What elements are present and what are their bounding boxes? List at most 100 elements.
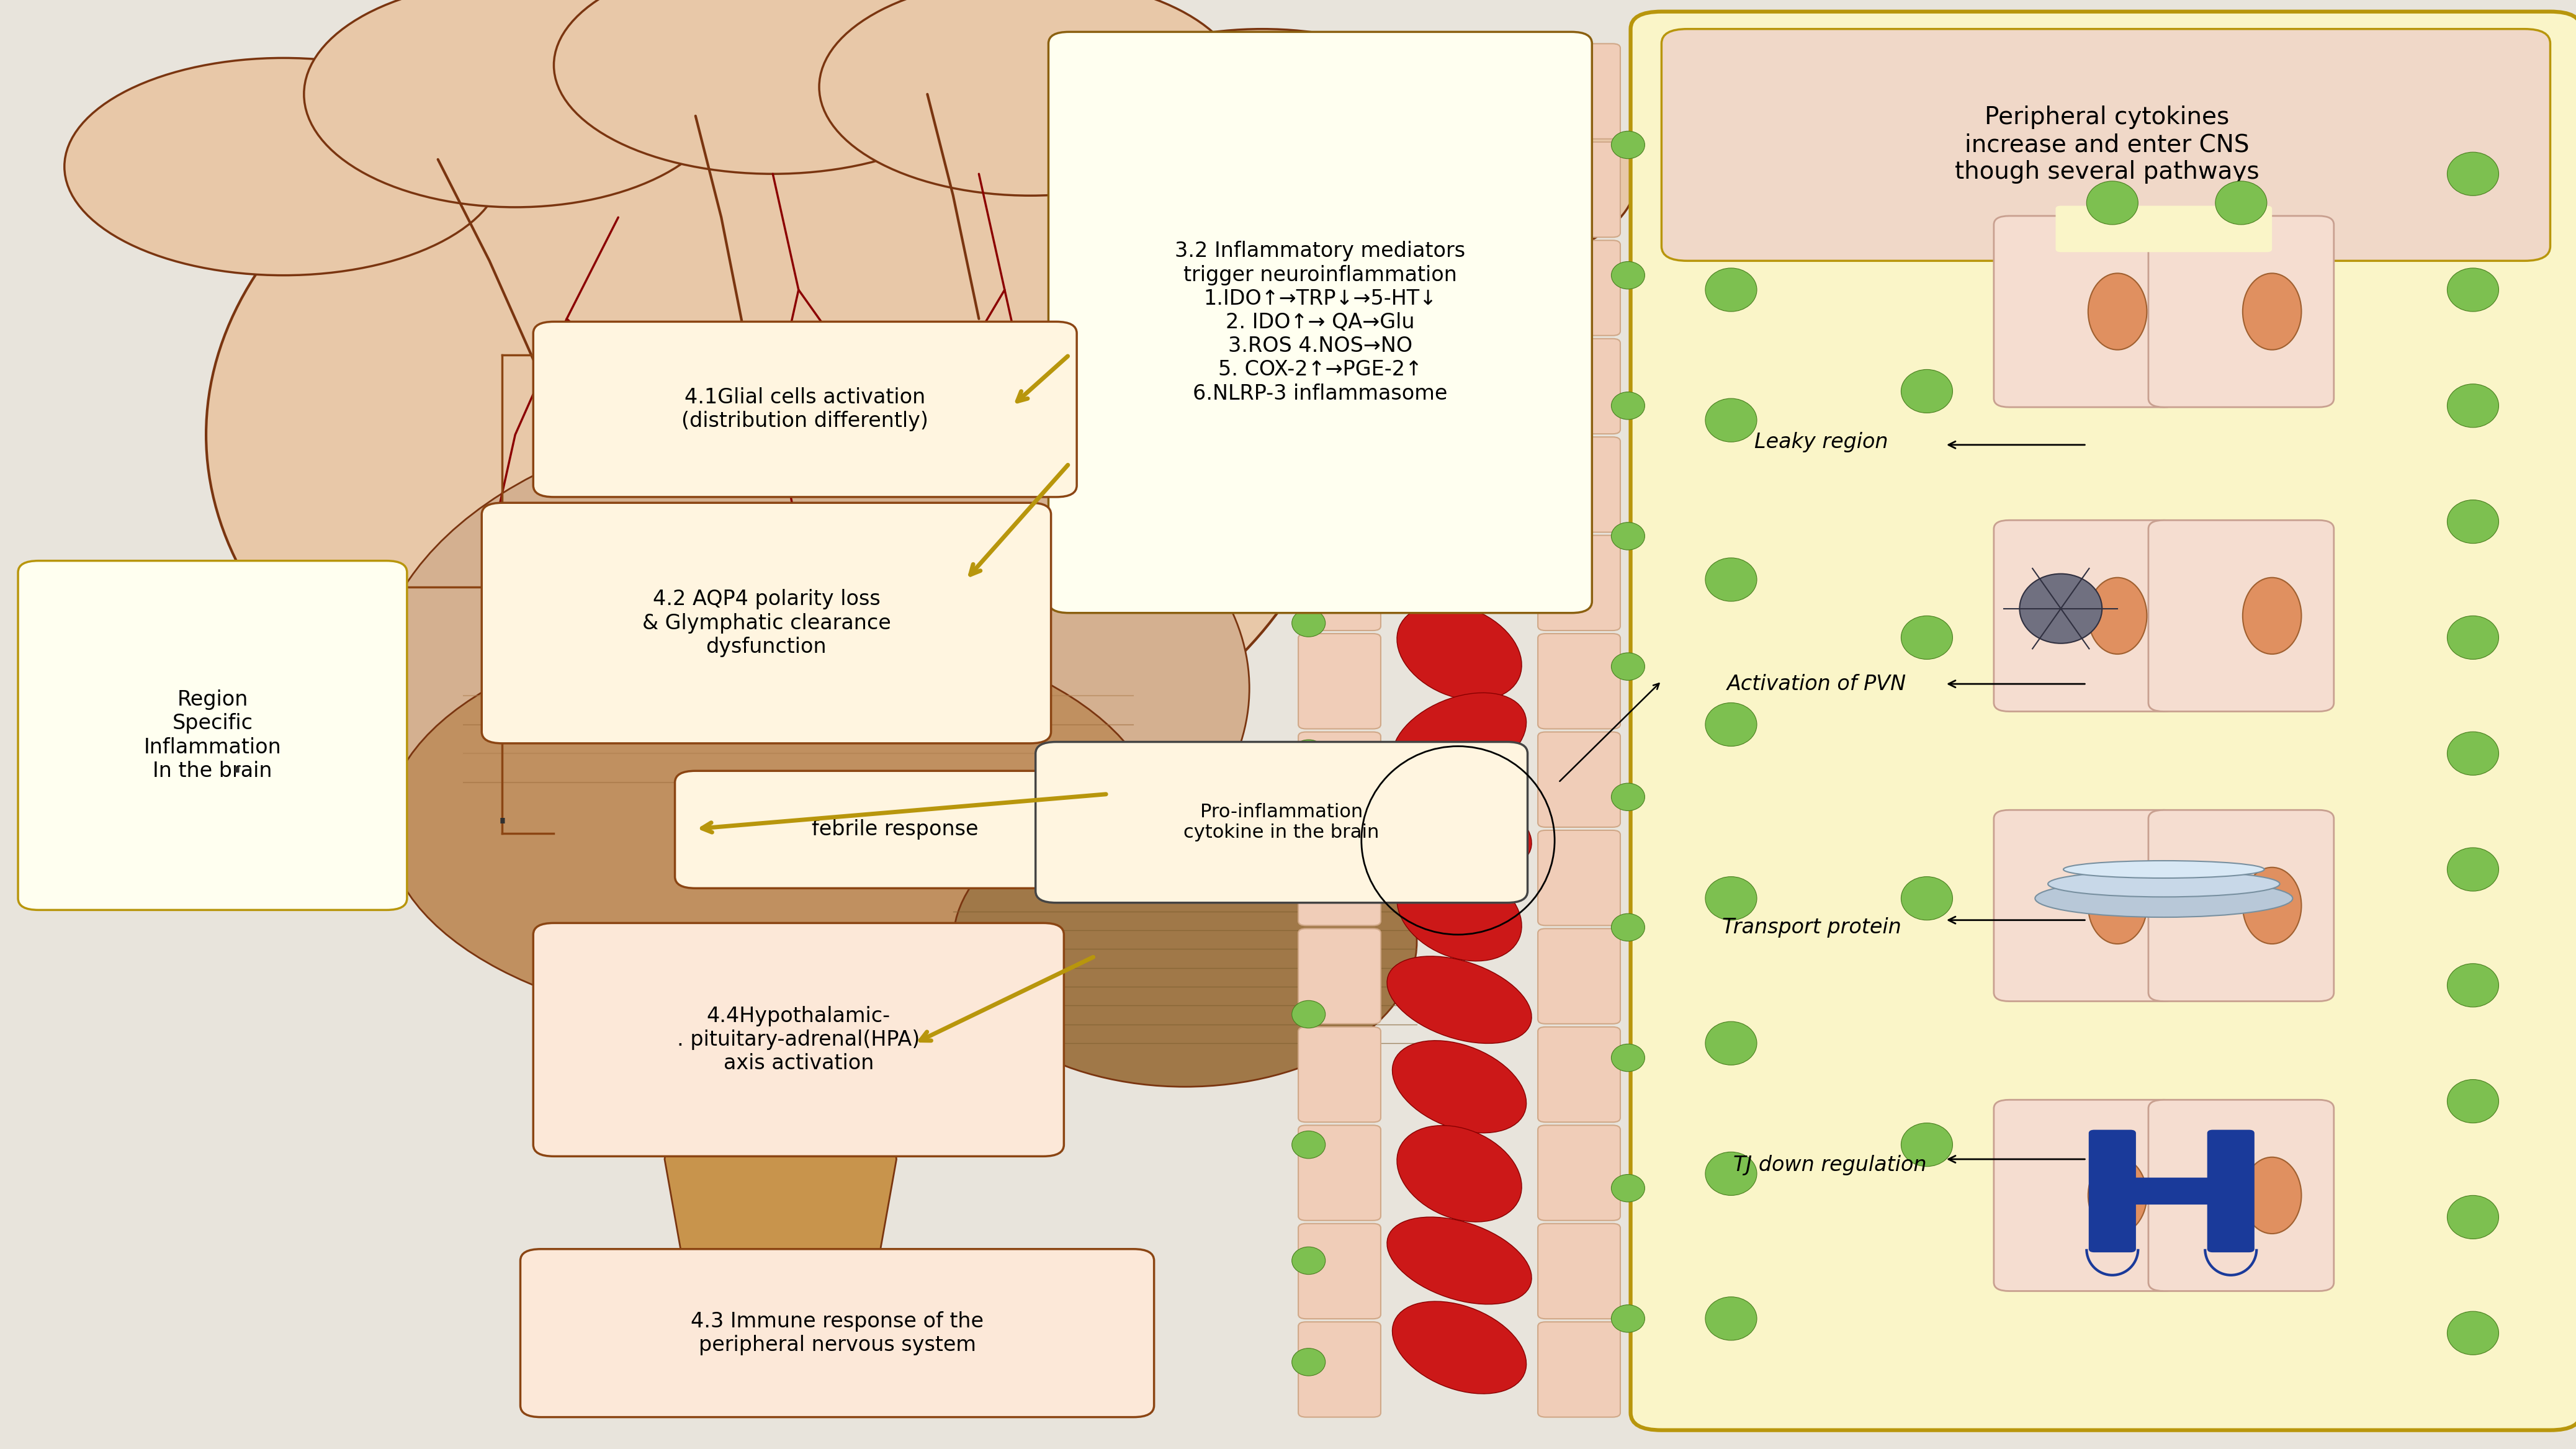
Ellipse shape xyxy=(2447,268,2499,312)
FancyBboxPatch shape xyxy=(2092,1178,2251,1204)
Ellipse shape xyxy=(1705,558,1757,601)
FancyBboxPatch shape xyxy=(1662,29,2550,261)
Ellipse shape xyxy=(1396,691,1522,787)
FancyBboxPatch shape xyxy=(2148,810,2334,1001)
Ellipse shape xyxy=(2215,181,2267,225)
Ellipse shape xyxy=(1613,914,1646,942)
FancyBboxPatch shape xyxy=(1538,142,1620,238)
Ellipse shape xyxy=(2447,616,2499,659)
FancyBboxPatch shape xyxy=(1538,43,1620,139)
Ellipse shape xyxy=(2244,1158,2300,1233)
FancyBboxPatch shape xyxy=(2056,206,2272,252)
Ellipse shape xyxy=(1293,219,1327,246)
Ellipse shape xyxy=(1396,343,1522,439)
Ellipse shape xyxy=(1391,1127,1528,1220)
Ellipse shape xyxy=(1293,478,1327,506)
Ellipse shape xyxy=(2048,871,2280,897)
Ellipse shape xyxy=(1293,1246,1327,1275)
Ellipse shape xyxy=(1396,604,1522,700)
Ellipse shape xyxy=(2035,880,2293,917)
FancyBboxPatch shape xyxy=(1538,1027,1620,1122)
Text: Peripheral cytokines
increase and enter CNS
though several pathways: Peripheral cytokines increase and enter … xyxy=(1955,106,2259,184)
Ellipse shape xyxy=(2447,384,2499,427)
Ellipse shape xyxy=(953,797,1417,1087)
FancyBboxPatch shape xyxy=(1538,633,1620,729)
Ellipse shape xyxy=(1396,1039,1522,1135)
FancyBboxPatch shape xyxy=(1538,535,1620,630)
Text: febrile response: febrile response xyxy=(811,819,979,840)
FancyBboxPatch shape xyxy=(533,322,1077,497)
Ellipse shape xyxy=(304,0,726,207)
Ellipse shape xyxy=(206,43,1340,826)
Ellipse shape xyxy=(1613,784,1646,811)
FancyBboxPatch shape xyxy=(2148,216,2334,407)
Ellipse shape xyxy=(1391,780,1528,872)
Ellipse shape xyxy=(1613,1174,1646,1203)
Ellipse shape xyxy=(2244,274,2300,349)
Ellipse shape xyxy=(1293,1132,1327,1159)
Ellipse shape xyxy=(1901,1123,1953,1166)
Ellipse shape xyxy=(2089,868,2146,943)
FancyBboxPatch shape xyxy=(1631,12,2576,1430)
FancyBboxPatch shape xyxy=(520,1249,1154,1417)
Ellipse shape xyxy=(2447,152,2499,196)
Text: 4.1Glial cells activation
(distribution differently): 4.1Glial cells activation (distribution … xyxy=(683,387,927,432)
Ellipse shape xyxy=(2447,500,2499,543)
Ellipse shape xyxy=(2089,274,2146,349)
Ellipse shape xyxy=(1396,97,1522,193)
Ellipse shape xyxy=(1613,652,1646,680)
Ellipse shape xyxy=(374,413,1249,964)
Ellipse shape xyxy=(1705,877,1757,920)
Ellipse shape xyxy=(1293,1000,1327,1029)
FancyBboxPatch shape xyxy=(1298,43,1381,139)
FancyBboxPatch shape xyxy=(1298,142,1381,238)
Ellipse shape xyxy=(1613,132,1646,159)
Text: 3.2 Inflammatory mediators
trigger neuroinflammation
1.IDO↑→TRP↓→5-HT↓
2. IDO↑→ : 3.2 Inflammatory mediators trigger neuro… xyxy=(1175,241,1466,404)
FancyBboxPatch shape xyxy=(1298,535,1381,630)
Ellipse shape xyxy=(1396,184,1522,280)
FancyBboxPatch shape xyxy=(1298,1027,1381,1122)
Ellipse shape xyxy=(2089,1158,2146,1233)
Ellipse shape xyxy=(2447,1311,2499,1355)
Text: 4.4Hypothalamic-
. pituitary-adrenal(HPA)
axis activation: 4.4Hypothalamic- . pituitary-adrenal(HPA… xyxy=(677,1006,920,1074)
Ellipse shape xyxy=(1901,877,1953,920)
Ellipse shape xyxy=(1613,393,1646,420)
FancyBboxPatch shape xyxy=(482,503,1051,743)
FancyBboxPatch shape xyxy=(2148,520,2334,711)
Text: 4.2 AQP4 polarity loss
& Glymphatic clearance
dysfunction: 4.2 AQP4 polarity loss & Glymphatic clea… xyxy=(641,590,891,656)
FancyBboxPatch shape xyxy=(2089,1130,2136,1252)
FancyBboxPatch shape xyxy=(1538,339,1620,433)
Ellipse shape xyxy=(2063,861,2264,878)
FancyBboxPatch shape xyxy=(1538,1321,1620,1417)
Ellipse shape xyxy=(1293,349,1327,375)
Ellipse shape xyxy=(2447,732,2499,775)
FancyBboxPatch shape xyxy=(1994,810,2179,1001)
FancyBboxPatch shape xyxy=(1048,32,1592,613)
Ellipse shape xyxy=(2087,181,2138,225)
Ellipse shape xyxy=(1061,29,1463,232)
Ellipse shape xyxy=(554,0,992,174)
FancyBboxPatch shape xyxy=(1298,1126,1381,1220)
Text: TJ down regulation: TJ down regulation xyxy=(1734,1155,1927,1175)
FancyBboxPatch shape xyxy=(533,923,1064,1156)
FancyBboxPatch shape xyxy=(1298,929,1381,1024)
Ellipse shape xyxy=(2447,1080,2499,1123)
FancyBboxPatch shape xyxy=(1298,1321,1381,1417)
Ellipse shape xyxy=(1293,610,1327,638)
Ellipse shape xyxy=(2020,574,2102,643)
FancyBboxPatch shape xyxy=(675,771,1115,888)
FancyBboxPatch shape xyxy=(1538,241,1620,336)
Ellipse shape xyxy=(1705,268,1757,312)
FancyBboxPatch shape xyxy=(1994,216,2179,407)
Ellipse shape xyxy=(819,0,1242,196)
FancyBboxPatch shape xyxy=(18,561,407,910)
Ellipse shape xyxy=(1391,258,1528,351)
FancyBboxPatch shape xyxy=(1994,520,2179,711)
Ellipse shape xyxy=(1613,1043,1646,1072)
Ellipse shape xyxy=(1293,869,1327,898)
FancyBboxPatch shape xyxy=(1538,438,1620,532)
FancyBboxPatch shape xyxy=(2148,1100,2334,1291)
Ellipse shape xyxy=(1391,953,1528,1046)
Ellipse shape xyxy=(1613,1304,1646,1333)
Ellipse shape xyxy=(2244,868,2300,943)
